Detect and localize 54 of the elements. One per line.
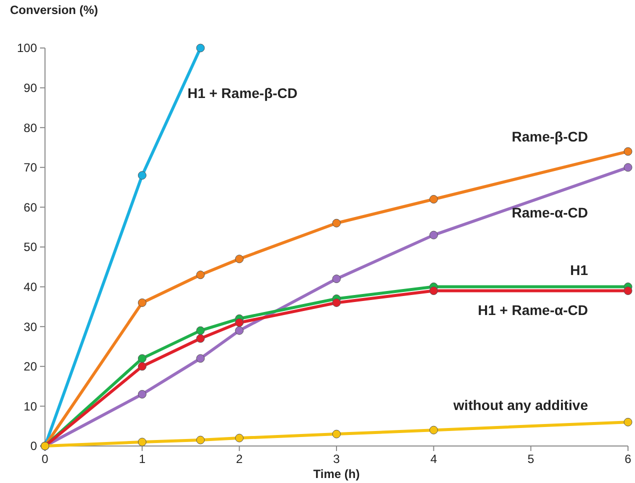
series-label: without any additive (452, 397, 588, 414)
point (624, 418, 632, 426)
x-tick-label: 3 (333, 452, 340, 466)
y-tick-label: 80 (24, 120, 38, 135)
point (138, 438, 146, 446)
y-tick-label: 20 (24, 360, 38, 374)
point (196, 326, 205, 335)
point (138, 171, 146, 180)
y-tick-label: 0 (30, 439, 38, 454)
y-tick-label: 50 (24, 240, 38, 254)
point (624, 286, 632, 296)
point (138, 298, 146, 307)
x-axis-title: Time (h) (313, 467, 360, 481)
x-tick-label: 6 (624, 452, 632, 466)
series-label: Rame-α-CD (512, 204, 588, 220)
point (332, 218, 341, 228)
point (429, 230, 438, 240)
x-tick-label: 5 (527, 452, 534, 466)
y-axis-title: Conversion (%) (10, 3, 98, 17)
x-tick-label: 0 (42, 452, 49, 466)
y-tick-label: 40 (24, 280, 38, 294)
point (235, 254, 244, 264)
point (196, 270, 205, 280)
point (196, 44, 205, 52)
x-tick-label: 1 (138, 452, 146, 466)
point (429, 194, 438, 204)
point (138, 390, 146, 399)
point (332, 430, 341, 438)
point (235, 434, 244, 442)
y-tick-label: 90 (24, 81, 38, 95)
point (332, 274, 341, 284)
y-tick-label: 100 (16, 41, 38, 56)
x-tick-label: 2 (236, 452, 243, 466)
series-label: Rame-β-CD (512, 128, 588, 144)
point (332, 298, 341, 307)
y-tick-label: 70 (24, 160, 38, 175)
y-tick-label: 60 (24, 200, 38, 214)
point (624, 163, 632, 172)
series-label: H1 + Rame-α-CD (478, 302, 588, 318)
y-tick-label: 30 (24, 320, 38, 334)
point (196, 354, 205, 363)
point (196, 334, 205, 343)
point (235, 318, 244, 327)
point (196, 436, 205, 444)
point (429, 426, 438, 434)
point (624, 147, 632, 156)
y-tick-label: 10 (24, 399, 38, 414)
point (138, 362, 146, 371)
point (235, 326, 244, 335)
x-tick-label: 4 (430, 452, 438, 466)
point (429, 286, 438, 296)
point (138, 354, 146, 363)
series-label: H1 (570, 262, 588, 278)
series-label: H1 + Rame-β-CD (187, 85, 298, 101)
